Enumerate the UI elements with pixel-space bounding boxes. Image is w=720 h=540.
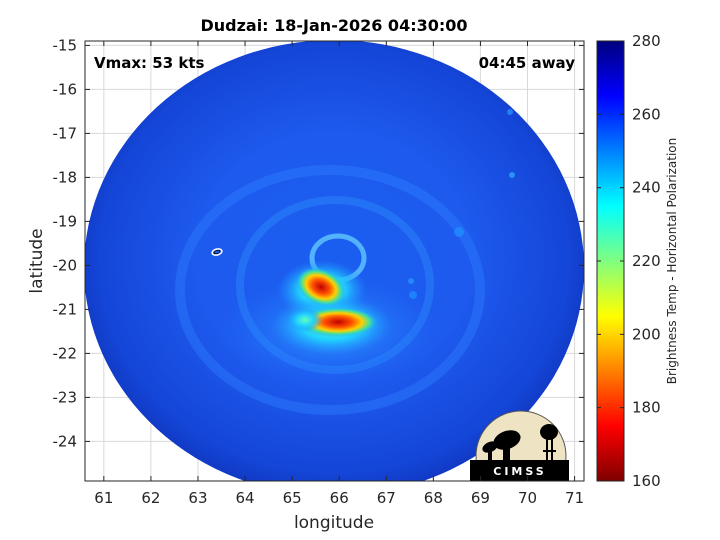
- y-axis-ticks: -15 -16 -17 -18 -19 -20 -21 -22 -23 -24: [53, 36, 584, 450]
- colorbar-tick-label: 240: [632, 179, 661, 197]
- away-annotation: 04:45 away: [479, 54, 576, 72]
- spot: [454, 227, 464, 237]
- cimss-logo: CIMSS: [470, 410, 569, 481]
- x-tick-label: 65: [283, 489, 302, 507]
- x-axis-label: longitude: [294, 513, 374, 533]
- spot: [408, 278, 414, 284]
- colorbar: [596, 40, 625, 482]
- colorbar-tick-label: 260: [632, 105, 661, 123]
- y-tick-label: -15: [53, 36, 78, 54]
- logo-text: CIMSS: [493, 465, 546, 478]
- x-tick-label: 71: [565, 489, 584, 507]
- spot: [509, 172, 515, 178]
- y-tick-label: -23: [53, 388, 78, 406]
- y-tick-label: -17: [53, 124, 78, 142]
- y-tick-label: -19: [53, 212, 78, 230]
- x-tick-label: 61: [94, 489, 113, 507]
- x-tick-label: 70: [518, 489, 537, 507]
- y-tick-label: -21: [53, 300, 78, 318]
- colorbar-tick-label: 160: [632, 472, 661, 490]
- swath-disk: [85, 41, 584, 481]
- y-axis-label: latitude: [27, 228, 47, 293]
- colorbar-tick-label: 180: [632, 399, 661, 417]
- satellite-dish-icon: [482, 430, 521, 460]
- y-tick-label: -16: [53, 80, 78, 98]
- y-tick-label: -22: [53, 344, 78, 362]
- axes-frame: [84, 40, 585, 482]
- x-tick-label: 64: [236, 489, 255, 507]
- colorbar-tick-label: 220: [632, 252, 661, 270]
- x-tick-label: 69: [471, 489, 490, 507]
- colorbar-tick-label: 280: [632, 32, 661, 50]
- y-tick-label: -20: [53, 256, 78, 274]
- swath-image: [85, 41, 584, 481]
- x-tick-label: 66: [330, 489, 349, 507]
- y-tick-label: -24: [53, 432, 78, 450]
- x-tick-label: 63: [188, 489, 207, 507]
- rain-band-outer: [175, 165, 485, 415]
- x-tick-label: 62: [141, 489, 160, 507]
- vmax-annotation: Vmax: 53 kts: [94, 54, 204, 72]
- warm-feature-north: [296, 267, 346, 307]
- spot: [507, 109, 513, 115]
- x-tick-label: 68: [424, 489, 443, 507]
- contour-marker: [211, 248, 223, 256]
- x-axis-ticks: 61 62 63 64 65 66 67 68 69 70 71: [94, 41, 584, 507]
- logo-banner: [470, 460, 569, 481]
- warm-feature-west: [287, 308, 323, 332]
- chart-title: Dudzai: 18-Jan-2026 04:30:00: [200, 16, 467, 35]
- colorbar-ticks: 160 180 200 220 240 260 280: [597, 32, 661, 490]
- water-tower-icon: [540, 424, 558, 462]
- contour-marker-inner: [213, 249, 221, 255]
- spot: [409, 291, 417, 299]
- x-tick-label: 67: [377, 489, 396, 507]
- colorbar-label: Brightness Temp - Horizontal Polarizatio…: [665, 138, 679, 385]
- colorbar-tick-label: 200: [632, 325, 661, 343]
- y-tick-label: -18: [53, 168, 78, 186]
